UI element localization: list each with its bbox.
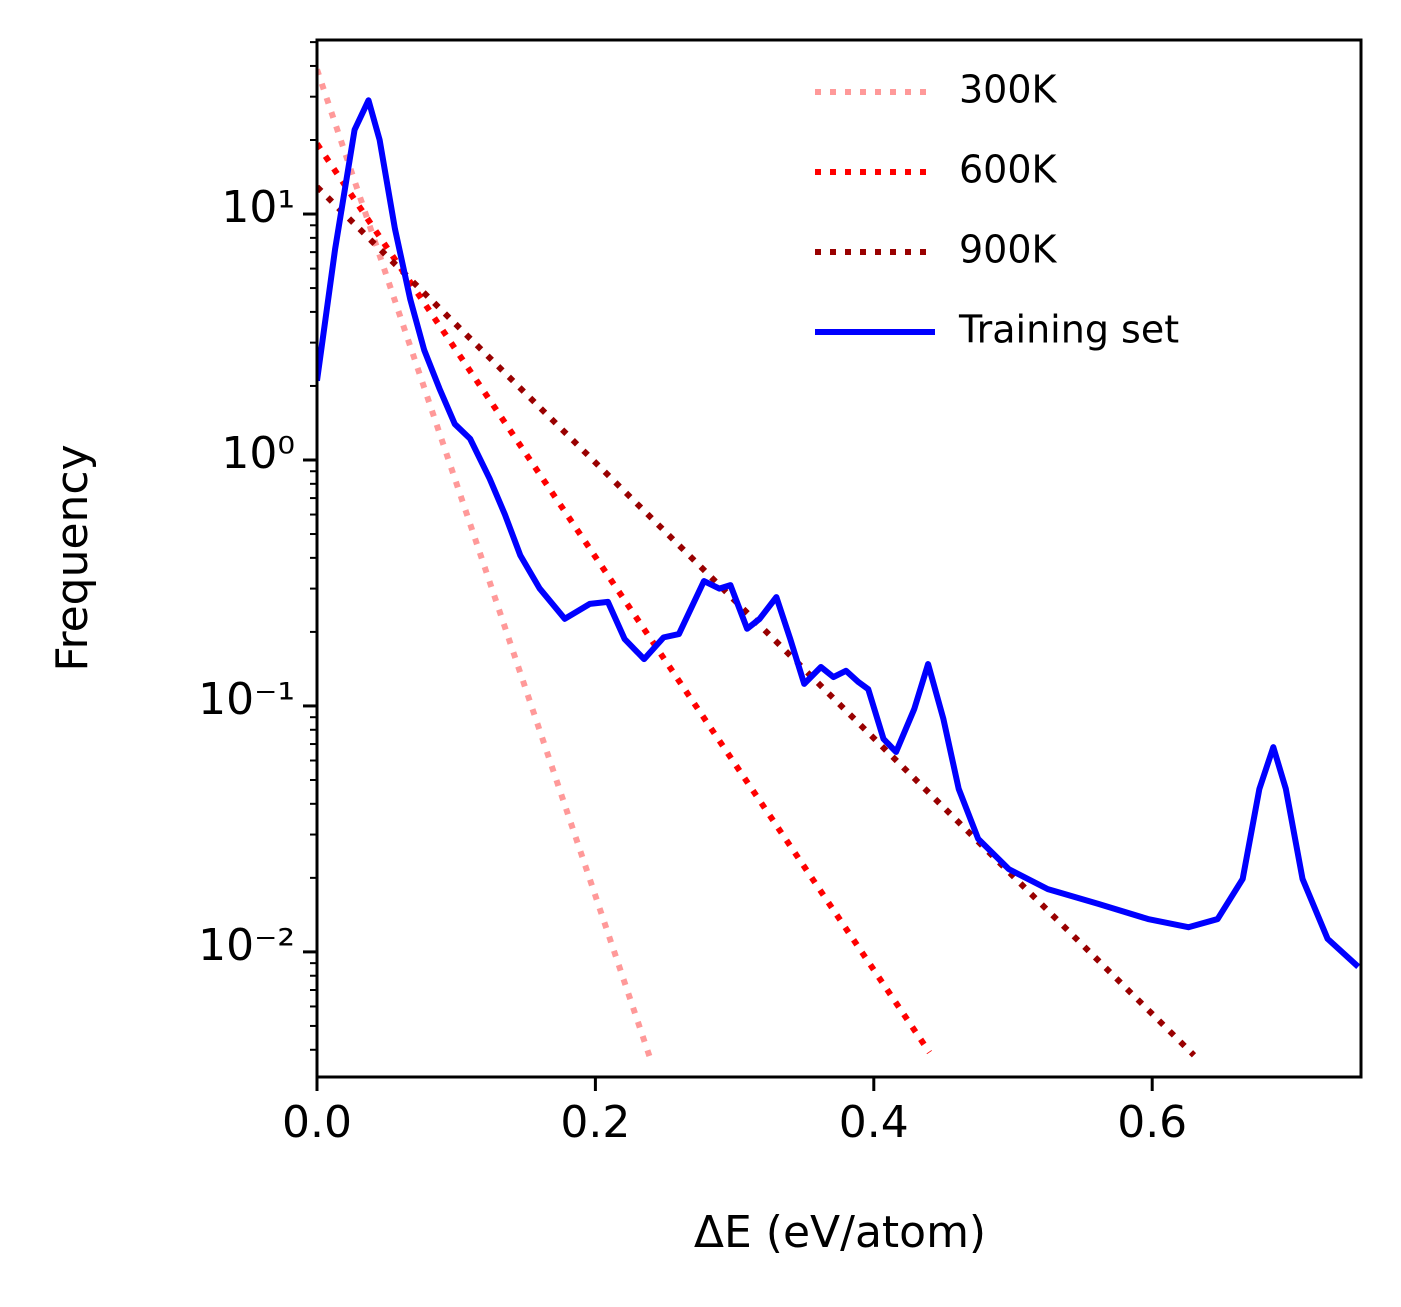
series-line bbox=[317, 97, 1361, 969]
x-tick-label: 0.0 bbox=[282, 1097, 352, 1148]
plot-area bbox=[317, 68, 1361, 1062]
legend-label: 900K bbox=[959, 228, 1058, 272]
legend-label: Training set bbox=[958, 308, 1179, 352]
y-tick-label: 10⁻¹ bbox=[198, 674, 295, 725]
y-tick-label: 10⁻² bbox=[198, 920, 295, 971]
series-line bbox=[317, 142, 932, 1055]
legend-label: 600K bbox=[959, 148, 1058, 192]
x-tick-label: 0.4 bbox=[839, 1097, 909, 1148]
x-tick-label: 0.6 bbox=[1117, 1097, 1187, 1148]
y-tick-label: 10¹ bbox=[221, 182, 295, 233]
x-tick-label: 0.2 bbox=[560, 1097, 630, 1148]
legend-label: 300K bbox=[959, 68, 1058, 112]
x-axis-label: ΔE (eV/atom) bbox=[694, 1207, 986, 1258]
series-line bbox=[317, 68, 654, 1062]
y-tick-label: 10⁰ bbox=[221, 428, 295, 479]
y-axis-label: Frequency bbox=[47, 444, 98, 671]
